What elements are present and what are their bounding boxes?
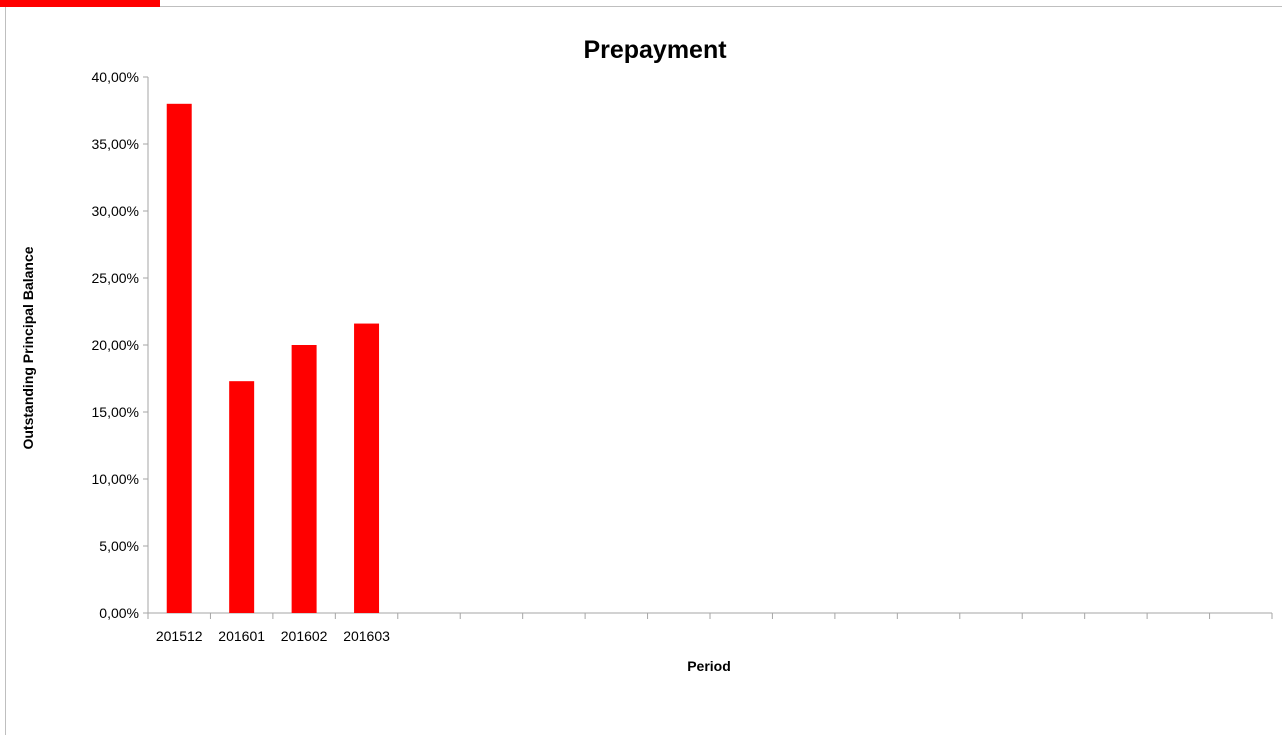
y-tick-label: 25,00%	[92, 270, 139, 286]
x-tick-label: 201601	[218, 628, 265, 644]
bar	[354, 323, 380, 613]
frame-top-border	[160, 6, 1282, 7]
y-tick-label: 40,00%	[92, 69, 139, 85]
y-tick-label: 30,00%	[92, 203, 139, 219]
y-tick-label: 0,00%	[99, 605, 139, 621]
y-tick-label: 10,00%	[92, 471, 139, 487]
y-axis-title: Outstanding Principal Balance	[20, 246, 36, 449]
x-tick-label: 201512	[156, 628, 203, 644]
bar	[291, 345, 317, 613]
chart-title: Prepayment	[583, 36, 727, 64]
plot-area: 0,00% 5,00% 10,00% 15,00% 20,00% 25,00% 30,00%…	[92, 69, 1273, 644]
y-tick-label: 20,00%	[92, 337, 139, 353]
accent-bar	[0, 0, 160, 7]
bar	[229, 381, 255, 613]
y-tick-label: 5,00%	[99, 538, 139, 554]
x-tick-label: 201602	[281, 628, 328, 644]
y-tick-label: 15,00%	[92, 404, 139, 420]
x-axis-title: Period	[687, 658, 731, 674]
y-tick-label: 35,00%	[92, 136, 139, 152]
bar	[166, 103, 192, 614]
x-tick-label: 201603	[343, 628, 390, 644]
frame-left-border	[5, 7, 6, 735]
